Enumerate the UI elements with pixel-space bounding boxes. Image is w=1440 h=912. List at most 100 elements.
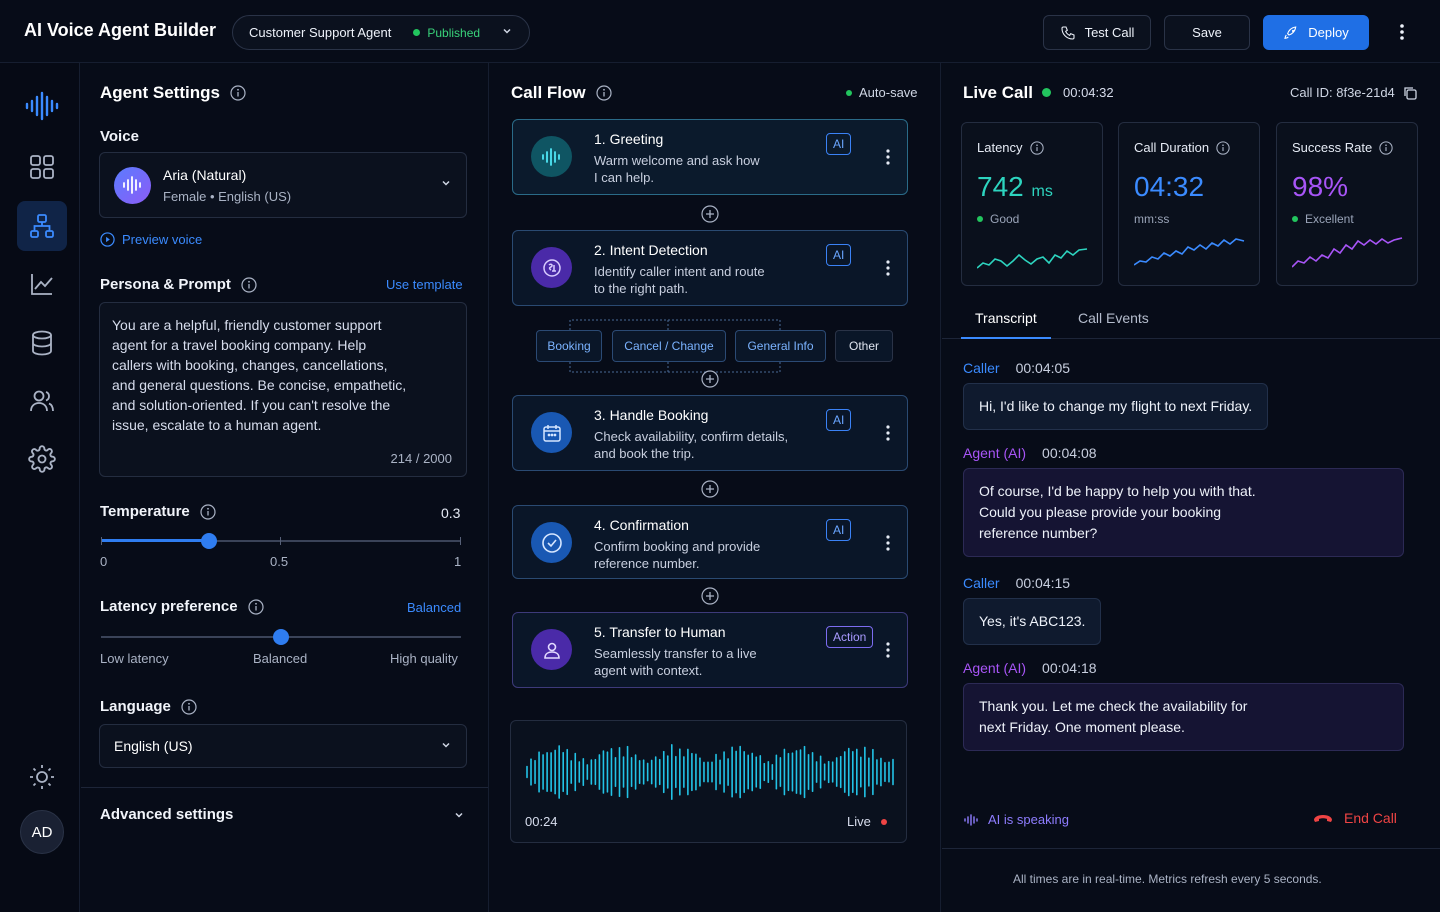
end-call-button[interactable]: End Call xyxy=(1312,810,1397,826)
branch-other[interactable]: Other xyxy=(835,330,893,362)
voice-selector[interactable]: Aria (Natural) Female • English (US) xyxy=(99,152,467,218)
chevron-down-icon xyxy=(440,738,452,754)
avatar[interactable]: AD xyxy=(20,810,64,854)
save-button[interactable]: Save xyxy=(1164,15,1250,50)
flow-node-booking[interactable]: 3. Handle Booking Check availability, co… xyxy=(512,395,908,471)
audio-waveform xyxy=(526,744,894,800)
test-call-button[interactable]: Test Call xyxy=(1043,15,1151,50)
agent-name: Customer Support Agent xyxy=(249,25,392,40)
transcript-speaker: Caller 00:04:05 xyxy=(963,360,1071,376)
top-bar: AI Voice Agent Builder Customer Support … xyxy=(0,0,1440,63)
node-tag: Action xyxy=(826,626,874,648)
app-title: AI Voice Agent Builder xyxy=(24,20,217,40)
settings-icon[interactable] xyxy=(17,434,67,484)
info-icon[interactable] xyxy=(241,276,257,293)
transcript-bubble-agent: Of course, I'd be happy to help you with… xyxy=(963,468,1404,557)
voice-name: Aria (Natural) xyxy=(163,166,247,183)
slider-tick xyxy=(460,537,461,545)
persona-label: Persona & Prompt xyxy=(100,276,257,293)
node-menu-icon[interactable] xyxy=(885,534,891,557)
flow-icon[interactable] xyxy=(17,201,67,251)
logo-icon[interactable] xyxy=(17,81,67,131)
advanced-settings-toggle[interactable]: Advanced settings xyxy=(100,806,234,823)
flow-node-transfer[interactable]: 5. Transfer to Human Seamlessly transfer… xyxy=(512,612,908,688)
node-title: 1. Greeting xyxy=(594,131,664,147)
node-menu-icon[interactable] xyxy=(885,148,891,171)
divider xyxy=(942,848,1440,849)
info-icon[interactable] xyxy=(1216,140,1230,155)
live-indicator: Live xyxy=(847,814,887,829)
flow-node-intent[interactable]: 2. Intent Detection Identify caller inte… xyxy=(512,230,908,306)
rocket-icon xyxy=(1284,25,1297,39)
node-title: 3. Handle Booking xyxy=(594,407,709,423)
info-icon[interactable] xyxy=(596,85,612,101)
tab-call-events[interactable]: Call Events xyxy=(1078,310,1149,326)
preview-voice-link[interactable]: Preview voice xyxy=(100,232,202,247)
node-menu-icon[interactable] xyxy=(885,424,891,447)
info-icon[interactable] xyxy=(230,85,246,101)
users-icon[interactable] xyxy=(17,376,67,426)
branch-connectors xyxy=(569,319,781,373)
node-desc: Check availability, confirm details, and… xyxy=(594,429,789,461)
branch-cancel-change[interactable]: Cancel / Change xyxy=(612,330,726,362)
theme-toggle-icon[interactable] xyxy=(17,752,67,802)
flow-node-confirmation[interactable]: 4. Confirmation Confirm booking and prov… xyxy=(512,505,908,579)
slider-fill xyxy=(101,539,209,542)
info-icon[interactable] xyxy=(1029,140,1044,155)
waveform-time: 00:24 xyxy=(525,814,558,829)
brain-icon xyxy=(531,247,572,288)
slider-thumb[interactable] xyxy=(201,533,217,549)
analytics-icon[interactable] xyxy=(17,259,67,309)
node-menu-icon[interactable] xyxy=(885,259,891,282)
slider-thumb[interactable] xyxy=(273,629,289,645)
voice-label: Voice xyxy=(100,128,139,145)
agent-selector[interactable]: Customer Support Agent Published xyxy=(232,15,530,50)
add-step-icon[interactable] xyxy=(701,205,719,223)
info-icon[interactable] xyxy=(1379,140,1393,155)
node-desc: Confirm booking and provide reference nu… xyxy=(594,539,761,571)
chevron-down-icon[interactable] xyxy=(453,808,465,826)
latency-low-label: Low latency xyxy=(100,651,169,666)
branch-booking[interactable]: Booking xyxy=(536,330,602,362)
prompt-text: You are a helpful, friendly customer sup… xyxy=(112,317,407,433)
metric-latency: Latency 742 ms Good xyxy=(961,122,1103,286)
tab-transcript[interactable]: Transcript xyxy=(975,310,1037,326)
add-step-icon[interactable] xyxy=(701,480,719,498)
status-badge: Published xyxy=(413,26,480,40)
transcript-speaker: Caller 00:04:15 xyxy=(963,575,1071,591)
prompt-textarea[interactable]: You are a helpful, friendly customer sup… xyxy=(99,302,467,477)
info-icon[interactable] xyxy=(200,503,216,520)
temperature-max: 1 xyxy=(454,554,462,569)
temperature-label: Temperature xyxy=(100,503,216,520)
latency-label: Latency preference xyxy=(100,598,264,615)
deploy-button[interactable]: Deploy xyxy=(1263,15,1369,50)
metric-call-duration: Call Duration 04:32 mm:ss xyxy=(1118,122,1260,286)
calendar-icon xyxy=(531,412,572,453)
info-icon[interactable] xyxy=(247,598,264,615)
transcript-bubble-caller: Hi, I'd like to change my flight to next… xyxy=(963,383,1269,430)
info-icon[interactable] xyxy=(181,698,197,715)
more-menu-icon[interactable] xyxy=(1392,20,1412,49)
database-icon[interactable] xyxy=(17,318,67,368)
status-dot xyxy=(413,29,421,36)
branch-general-info[interactable]: General Info xyxy=(735,330,826,362)
transcript-speaker: Agent (AI) 00:04:08 xyxy=(963,445,1097,461)
settings-title: Agent Settings xyxy=(100,83,246,103)
node-title: 5. Transfer to Human xyxy=(594,624,726,640)
chevron-down-icon xyxy=(440,176,452,194)
sparkline-success xyxy=(1292,237,1403,268)
metric-value: 98% xyxy=(1292,171,1349,202)
copy-icon[interactable] xyxy=(1403,86,1417,100)
node-menu-icon[interactable] xyxy=(885,641,891,664)
use-template-link[interactable]: Use template xyxy=(386,277,463,292)
add-step-icon[interactable] xyxy=(701,587,719,605)
language-select[interactable]: English (US) xyxy=(99,724,467,768)
voice-meta: Female • English (US) xyxy=(163,188,292,204)
flow-node-greeting[interactable]: 1. Greeting Warm welcome and ask how I c… xyxy=(512,119,908,195)
transcript-speaker: Agent (AI) 00:04:18 xyxy=(963,660,1097,676)
call-timer: 00:04:32 xyxy=(1042,85,1114,100)
voice-avatar-icon xyxy=(114,166,151,204)
dashboard-icon[interactable] xyxy=(17,142,67,192)
add-step-icon[interactable] xyxy=(701,370,719,388)
hang-up-icon xyxy=(1314,815,1332,822)
